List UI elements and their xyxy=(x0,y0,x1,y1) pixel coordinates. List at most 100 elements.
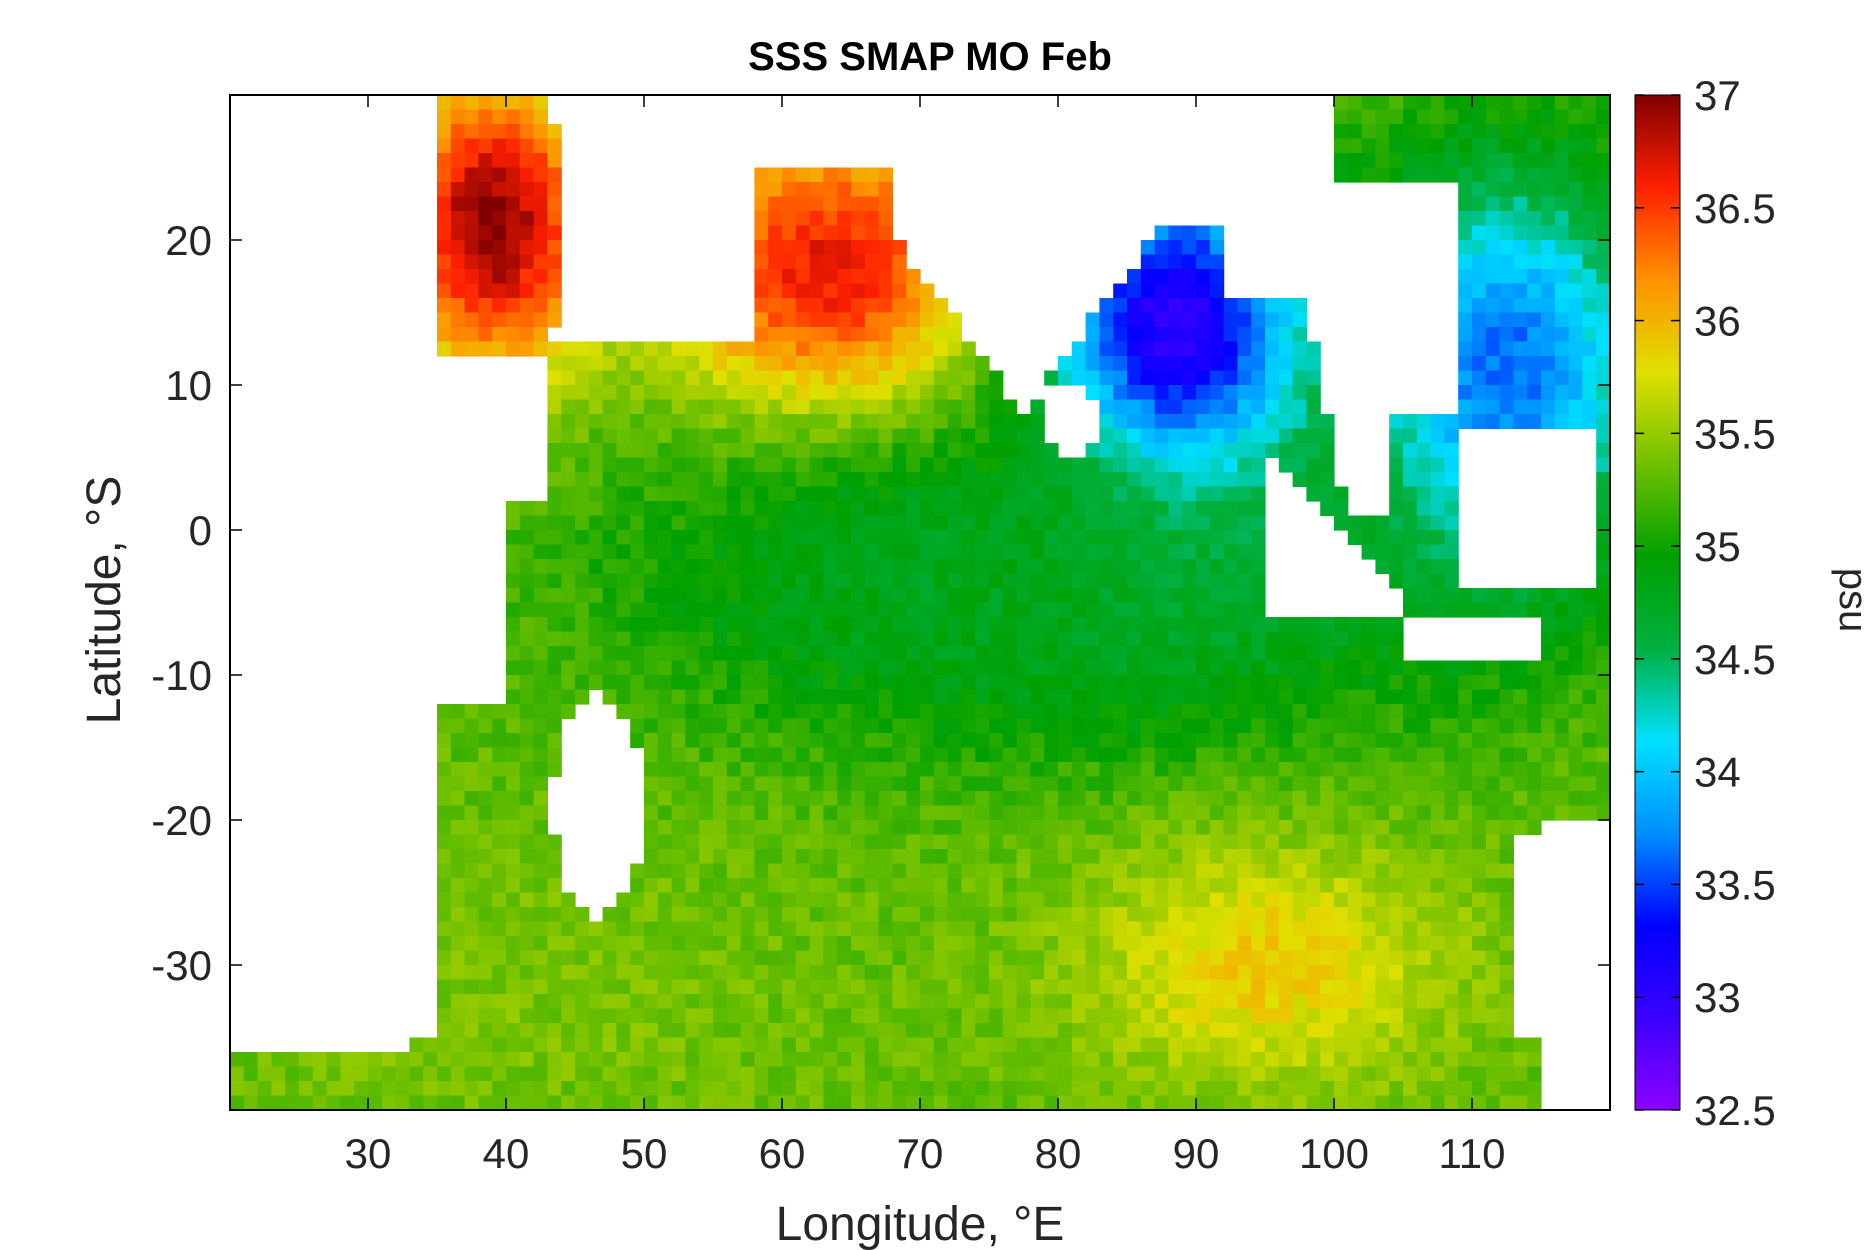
salinity-cell xyxy=(851,1052,866,1068)
salinity-cell xyxy=(1127,457,1142,473)
salinity-cell xyxy=(1113,312,1128,328)
salinity-cell xyxy=(878,530,893,546)
salinity-cell xyxy=(1085,994,1100,1010)
salinity-cell xyxy=(1485,1037,1501,1053)
salinity-cell xyxy=(1085,660,1100,676)
salinity-cell xyxy=(1306,1095,1321,1111)
salinity-cell xyxy=(450,704,466,720)
salinity-cell xyxy=(1389,834,1404,850)
salinity-cell xyxy=(506,312,521,328)
salinity-cell xyxy=(933,356,949,372)
salinity-cell xyxy=(837,660,852,676)
salinity-cell xyxy=(1361,820,1376,836)
salinity-cell xyxy=(989,805,1004,821)
salinity-cell xyxy=(1582,327,1597,343)
salinity-cell xyxy=(1140,892,1156,908)
salinity-cell xyxy=(644,660,659,676)
salinity-cell xyxy=(906,994,921,1010)
salinity-cell xyxy=(1596,167,1611,183)
salinity-cell xyxy=(1016,472,1031,488)
salinity-cell xyxy=(1347,1008,1363,1024)
salinity-cell xyxy=(685,689,700,705)
salinity-cell xyxy=(533,660,548,676)
salinity-cell xyxy=(1058,718,1073,734)
salinity-cell xyxy=(906,660,921,676)
salinity-cell xyxy=(933,1052,949,1068)
salinity-cell xyxy=(1347,950,1363,966)
salinity-cell xyxy=(1347,1037,1363,1053)
salinity-cell xyxy=(1472,312,1487,328)
salinity-cell xyxy=(1472,1008,1487,1024)
salinity-cell xyxy=(1527,385,1542,401)
salinity-cell xyxy=(726,399,742,415)
salinity-cell xyxy=(699,733,714,749)
salinity-cell xyxy=(1278,428,1294,444)
salinity-cell xyxy=(519,341,535,357)
salinity-cell xyxy=(533,559,548,575)
salinity-cell xyxy=(1209,428,1225,444)
salinity-cell xyxy=(547,689,562,705)
salinity-cell xyxy=(547,385,562,401)
salinity-cell xyxy=(644,689,659,705)
salinity-cell xyxy=(644,385,659,401)
salinity-cell xyxy=(1030,501,1045,517)
salinity-cell xyxy=(740,1052,755,1068)
salinity-cell xyxy=(975,820,990,836)
salinity-cell xyxy=(947,704,962,720)
salinity-cell xyxy=(878,341,893,357)
salinity-cell xyxy=(740,356,755,372)
salinity-cell xyxy=(1472,283,1487,299)
salinity-cell xyxy=(782,312,797,328)
salinity-cell xyxy=(561,370,576,386)
salinity-cell xyxy=(1375,1008,1390,1024)
salinity-cell xyxy=(1237,950,1252,966)
salinity-cell xyxy=(506,269,521,285)
salinity-cell xyxy=(782,327,797,343)
salinity-cell xyxy=(809,225,824,241)
salinity-cell xyxy=(782,965,797,981)
salinity-cell xyxy=(1554,660,1570,676)
salinity-cell xyxy=(671,1023,686,1039)
salinity-cell xyxy=(768,646,783,662)
salinity-cell xyxy=(975,878,990,894)
salinity-cell xyxy=(1209,762,1225,778)
salinity-cell xyxy=(864,486,880,502)
salinity-cell xyxy=(1361,921,1376,937)
salinity-cell xyxy=(1472,979,1487,995)
salinity-cell xyxy=(1334,820,1349,836)
salinity-cell xyxy=(1472,1095,1487,1111)
salinity-cell xyxy=(782,834,797,850)
salinity-cell xyxy=(423,1037,438,1053)
salinity-cell xyxy=(533,631,548,647)
salinity-cell xyxy=(1347,878,1363,894)
salinity-cell xyxy=(464,718,479,734)
salinity-cell xyxy=(437,704,452,720)
salinity-cell xyxy=(602,1023,617,1039)
salinity-cell xyxy=(1278,994,1294,1010)
salinity-cell xyxy=(437,762,452,778)
salinity-cell xyxy=(1265,399,1280,415)
salinity-cell xyxy=(1472,994,1487,1010)
salinity-cell xyxy=(699,414,714,430)
salinity-cell xyxy=(1430,1023,1445,1039)
salinity-cell xyxy=(782,617,797,633)
salinity-cell xyxy=(699,428,714,444)
salinity-cell xyxy=(878,689,893,705)
salinity-cell xyxy=(1251,834,1266,850)
salinity-cell xyxy=(1554,805,1570,821)
salinity-cell xyxy=(1306,385,1321,401)
salinity-cell xyxy=(533,936,548,952)
salinity-cell xyxy=(685,907,700,923)
salinity-cell xyxy=(1044,1037,1059,1053)
salinity-cell xyxy=(1085,849,1100,865)
salinity-cell xyxy=(1596,718,1611,734)
salinity-cell xyxy=(464,153,479,169)
salinity-cell xyxy=(1140,486,1156,502)
salinity-cell xyxy=(1085,979,1100,995)
salinity-cell xyxy=(1058,805,1073,821)
salinity-cell xyxy=(1127,733,1142,749)
salinity-cell xyxy=(1361,617,1376,633)
salinity-cell xyxy=(851,457,866,473)
salinity-cell xyxy=(478,1008,493,1024)
salinity-cell xyxy=(1223,298,1238,314)
